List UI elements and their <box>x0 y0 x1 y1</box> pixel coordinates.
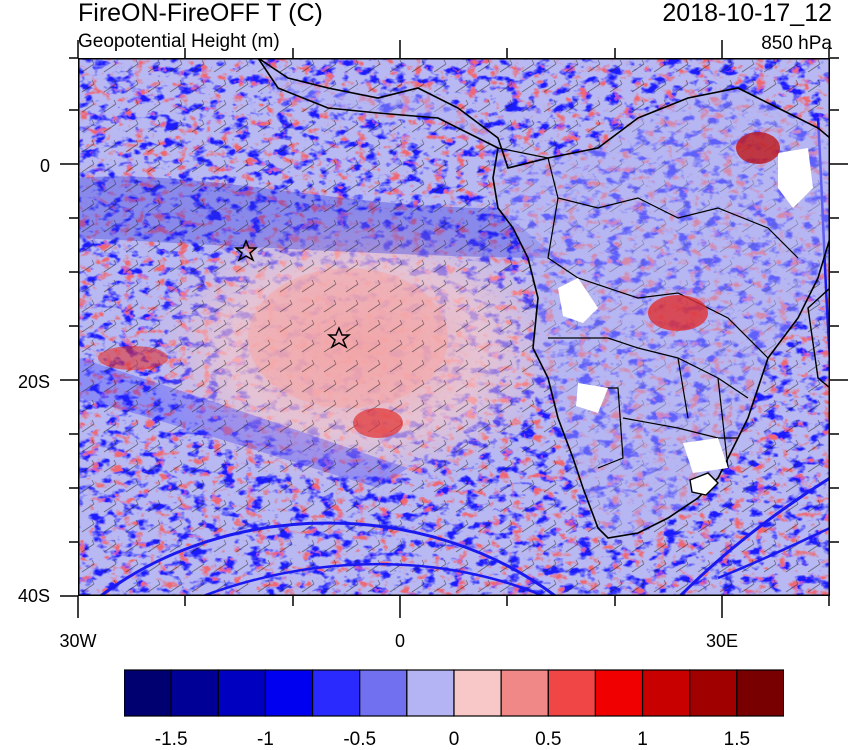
warm-hotspot <box>736 132 780 164</box>
colorbar-tick-label: 1 <box>637 729 648 750</box>
pressure-level: 850 hPa <box>761 33 832 54</box>
colorbar-swatch <box>500 669 549 717</box>
colorbar-swatch <box>453 669 502 717</box>
colorbar-swatch <box>170 669 219 717</box>
africa-coastline <box>257 58 830 539</box>
colorbar-swatch <box>406 669 455 717</box>
colorbar-swatch <box>217 669 267 717</box>
madagascar-outline <box>807 287 830 389</box>
lat-label-40s: 40S <box>17 586 50 606</box>
colorbar-swatch <box>124 669 172 717</box>
colorbar-swatch <box>547 669 597 717</box>
colorbar-tick-label: -1 <box>256 729 274 750</box>
valid-time: 2018-10-17_12 <box>662 0 832 27</box>
missing-data-patch <box>558 278 598 323</box>
lat-label-0: 0 <box>39 156 50 176</box>
colorbar-swatch <box>311 669 361 717</box>
star-marker <box>233 239 259 262</box>
lon-label-30e: 30E <box>705 631 739 651</box>
map-title: FireON-FireOFF T (C) <box>78 0 323 27</box>
map-border <box>78 58 830 596</box>
missing-data-patch <box>778 148 813 208</box>
colorbar-tick-label: 1.5 <box>723 729 751 750</box>
wind-barbs <box>78 58 830 596</box>
colorbar <box>124 669 784 717</box>
colorbar-swatch <box>264 669 314 717</box>
height-contour-4 <box>717 526 830 580</box>
colorbar-swatch <box>594 669 644 717</box>
colorbar-swatch <box>359 669 408 717</box>
height-contour-2 <box>199 562 547 596</box>
colorbar-tick-label: -1.5 <box>154 729 188 750</box>
warm-hotspot <box>98 346 168 370</box>
warm-hotspot <box>353 408 403 438</box>
missing-data-patch <box>576 383 608 413</box>
map-subtitle: Geopotential Height (m) <box>78 31 280 52</box>
country-borders <box>497 147 799 469</box>
warm-hotspot <box>648 295 708 331</box>
star-marker <box>326 326 352 349</box>
height-contour-1 <box>98 521 558 596</box>
lon-label-30w: 30W <box>59 631 97 651</box>
missing-data-patch <box>683 438 728 473</box>
colorbar-swatch <box>641 669 691 717</box>
colorbar-swatch <box>736 669 784 717</box>
colorbar-tick-label: 0.5 <box>535 729 562 750</box>
lesotho-outline <box>689 472 719 496</box>
height-contour-3 <box>677 476 830 596</box>
colorbar-tick-label: 0 <box>448 729 460 750</box>
axis-ticks <box>60 40 848 618</box>
lon-label-0: 0 <box>394 631 405 651</box>
colorbar-swatch <box>689 669 738 717</box>
colorbar-tick-label: -0.5 <box>343 729 377 750</box>
map-plot <box>78 58 830 596</box>
lat-label-20s: 20S <box>17 372 50 392</box>
